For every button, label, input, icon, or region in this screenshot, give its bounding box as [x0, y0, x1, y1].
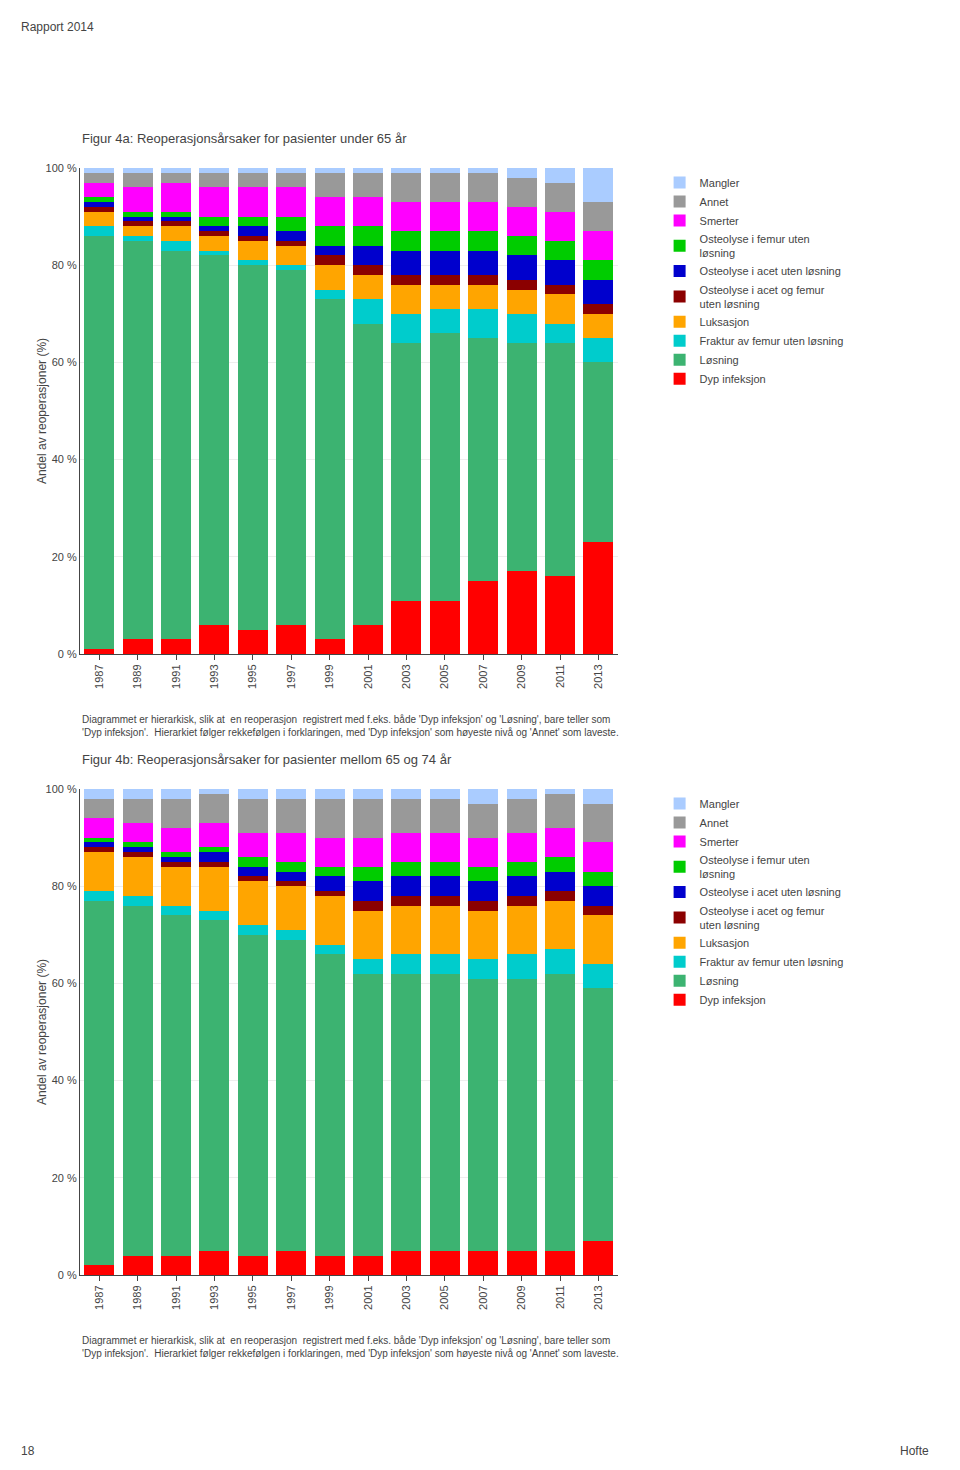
svg-text:Smerter: Smerter — [700, 215, 739, 227]
svg-text:60 %: 60 % — [52, 356, 77, 368]
svg-text:Fraktur av femur uten løsning: Fraktur av femur uten løsning — [700, 335, 844, 347]
svg-text:100 %: 100 % — [46, 162, 77, 174]
svg-text:Annet: Annet — [700, 817, 729, 829]
svg-text:Dyp infeksjon: Dyp infeksjon — [700, 994, 766, 1006]
svg-text:2013: 2013 — [592, 1285, 604, 1309]
svg-text:Luksasjon: Luksasjon — [700, 937, 750, 949]
svg-text:1987: 1987 — [93, 1285, 105, 1309]
svg-text:Osteolyse i acet uten løsning: Osteolyse i acet uten løsning — [700, 886, 841, 898]
svg-text:Andel av reoperasjoner (%): Andel av reoperasjoner (%) — [35, 959, 49, 1105]
svg-text:Løsning: Løsning — [700, 975, 739, 987]
svg-text:2007: 2007 — [477, 664, 489, 688]
svg-text:Annet: Annet — [700, 196, 729, 208]
svg-text:2005: 2005 — [438, 664, 450, 688]
svg-text:20 %: 20 % — [52, 551, 77, 563]
svg-text:1989: 1989 — [131, 664, 143, 688]
svg-text:1999: 1999 — [323, 664, 335, 688]
svg-text:2003: 2003 — [400, 1285, 412, 1309]
svg-text:18: 18 — [21, 1444, 35, 1458]
svg-text:Figur 4a: Reoperasjonsårsaker: Figur 4a: Reoperasjonsårsaker for pasien… — [82, 131, 407, 146]
svg-text:Osteolyse i femur utenløsning: Osteolyse i femur utenløsning — [700, 233, 810, 259]
svg-text:80 %: 80 % — [52, 880, 77, 892]
svg-text:Fraktur av femur uten løsning: Fraktur av femur uten løsning — [700, 956, 844, 968]
svg-text:40 %: 40 % — [52, 453, 77, 465]
svg-text:80 %: 80 % — [52, 259, 77, 271]
svg-text:2011: 2011 — [554, 664, 566, 688]
svg-text:2001: 2001 — [362, 664, 374, 688]
svg-text:40 %: 40 % — [52, 1074, 77, 1086]
svg-text:1989: 1989 — [131, 1285, 143, 1309]
svg-text:Luksasjon: Luksasjon — [700, 316, 750, 328]
svg-text:1993: 1993 — [208, 664, 220, 688]
svg-text:1991: 1991 — [170, 664, 182, 688]
svg-text:1991: 1991 — [170, 1285, 182, 1309]
svg-text:Mangler: Mangler — [700, 177, 740, 189]
svg-text:2007: 2007 — [477, 1285, 489, 1309]
svg-text:1997: 1997 — [285, 664, 297, 688]
svg-text:Osteolyse i acet og femuruten: Osteolyse i acet og femuruten løsning — [700, 284, 825, 310]
svg-text:Løsning: Løsning — [700, 354, 739, 366]
svg-text:Osteolyse i femur utenløsning: Osteolyse i femur utenløsning — [700, 854, 810, 880]
svg-text:Diagrammet er hierarkisk, slik: Diagrammet er hierarkisk, slik at en reo… — [82, 714, 619, 738]
svg-text:Figur 4b: Reoperasjonsårsaker: Figur 4b: Reoperasjonsårsaker for pasien… — [82, 752, 452, 767]
svg-text:2001: 2001 — [362, 1285, 374, 1309]
svg-text:1995: 1995 — [246, 664, 258, 688]
svg-text:20 %: 20 % — [52, 1172, 77, 1184]
svg-text:1993: 1993 — [208, 1285, 220, 1309]
svg-text:2013: 2013 — [592, 664, 604, 688]
svg-text:Diagrammet er hierarkisk, slik: Diagrammet er hierarkisk, slik at en reo… — [82, 1335, 619, 1359]
svg-text:2009: 2009 — [515, 664, 527, 688]
svg-text:1999: 1999 — [323, 1285, 335, 1309]
svg-text:2003: 2003 — [400, 664, 412, 688]
svg-text:1987: 1987 — [93, 664, 105, 688]
svg-text:2005: 2005 — [438, 1285, 450, 1309]
svg-text:Osteolyse i acet og femuruten: Osteolyse i acet og femuruten løsning — [700, 905, 825, 931]
svg-text:2009: 2009 — [515, 1285, 527, 1309]
svg-text:Dyp infeksjon: Dyp infeksjon — [700, 373, 766, 385]
svg-text:Osteolyse i acet uten løsning: Osteolyse i acet uten løsning — [700, 265, 841, 277]
svg-text:1997: 1997 — [285, 1285, 297, 1309]
svg-text:2011: 2011 — [554, 1285, 566, 1309]
svg-text:Andel av reoperasjoner (%): Andel av reoperasjoner (%) — [35, 338, 49, 484]
svg-text:1995: 1995 — [246, 1285, 258, 1309]
svg-text:0 %: 0 % — [58, 1269, 77, 1281]
svg-text:Rapport 2014: Rapport 2014 — [21, 20, 94, 34]
svg-text:60 %: 60 % — [52, 977, 77, 989]
svg-text:0 %: 0 % — [58, 648, 77, 660]
svg-text:Smerter: Smerter — [700, 836, 739, 848]
svg-text:Hofte: Hofte — [900, 1444, 929, 1458]
svg-text:Mangler: Mangler — [700, 798, 740, 810]
svg-text:100 %: 100 % — [46, 783, 77, 795]
